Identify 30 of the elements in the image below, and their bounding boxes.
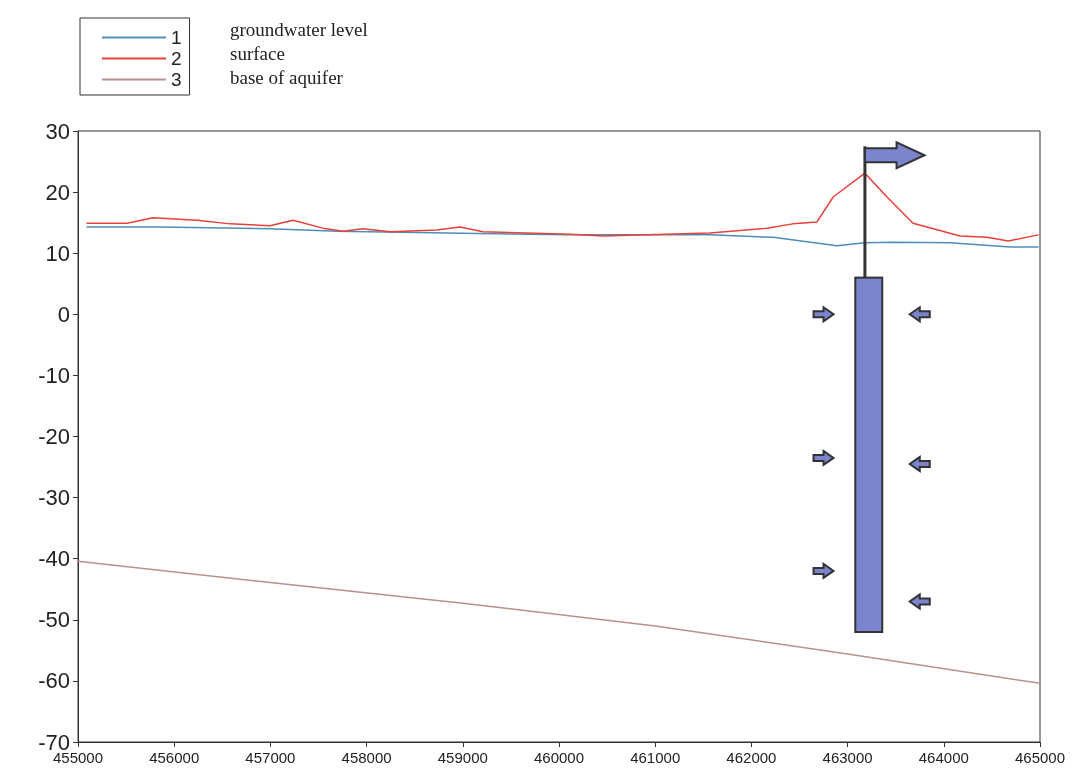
y-tick-label: 0 [57, 301, 70, 327]
x-tick-label: 457000 [245, 749, 296, 766]
x-tick-label: 460000 [533, 749, 585, 766]
x-tick-label: 459000 [437, 749, 488, 766]
y-tick-label: 10 [45, 240, 70, 266]
legend-label: 1 [171, 27, 182, 48]
text: base of aquifer [230, 67, 344, 88]
x-tick-label: 465000 [1014, 749, 1066, 766]
y-tick-label: 30 [45, 118, 70, 144]
x-tick-label: 458000 [341, 749, 392, 766]
text: surface [230, 43, 285, 64]
y-tick-label: -20 [38, 424, 70, 449]
x-tick-label: 462000 [726, 749, 777, 766]
y-tick-label: -60 [38, 668, 70, 694]
y-tick-label: 20 [45, 179, 70, 205]
line-series [86, 172, 1039, 242]
line-series [86, 226, 1039, 248]
line-series [77, 560, 1041, 685]
text: groundwater level [230, 19, 368, 40]
legend-label: 3 [171, 69, 182, 90]
y-tick-label: -40 [38, 546, 70, 572]
x-tick-label: 455000 [52, 749, 104, 766]
y-tick-label: -10 [38, 362, 70, 388]
legend-label: 2 [171, 48, 182, 69]
x-tick-label: 463000 [822, 749, 873, 766]
x-tick-label: 461000 [630, 749, 681, 766]
y-tick-label: -50 [38, 607, 70, 633]
x-tick-label: 464000 [918, 749, 969, 766]
x-tick-label: 456000 [149, 749, 200, 766]
y-tick-label: -30 [38, 485, 70, 511]
